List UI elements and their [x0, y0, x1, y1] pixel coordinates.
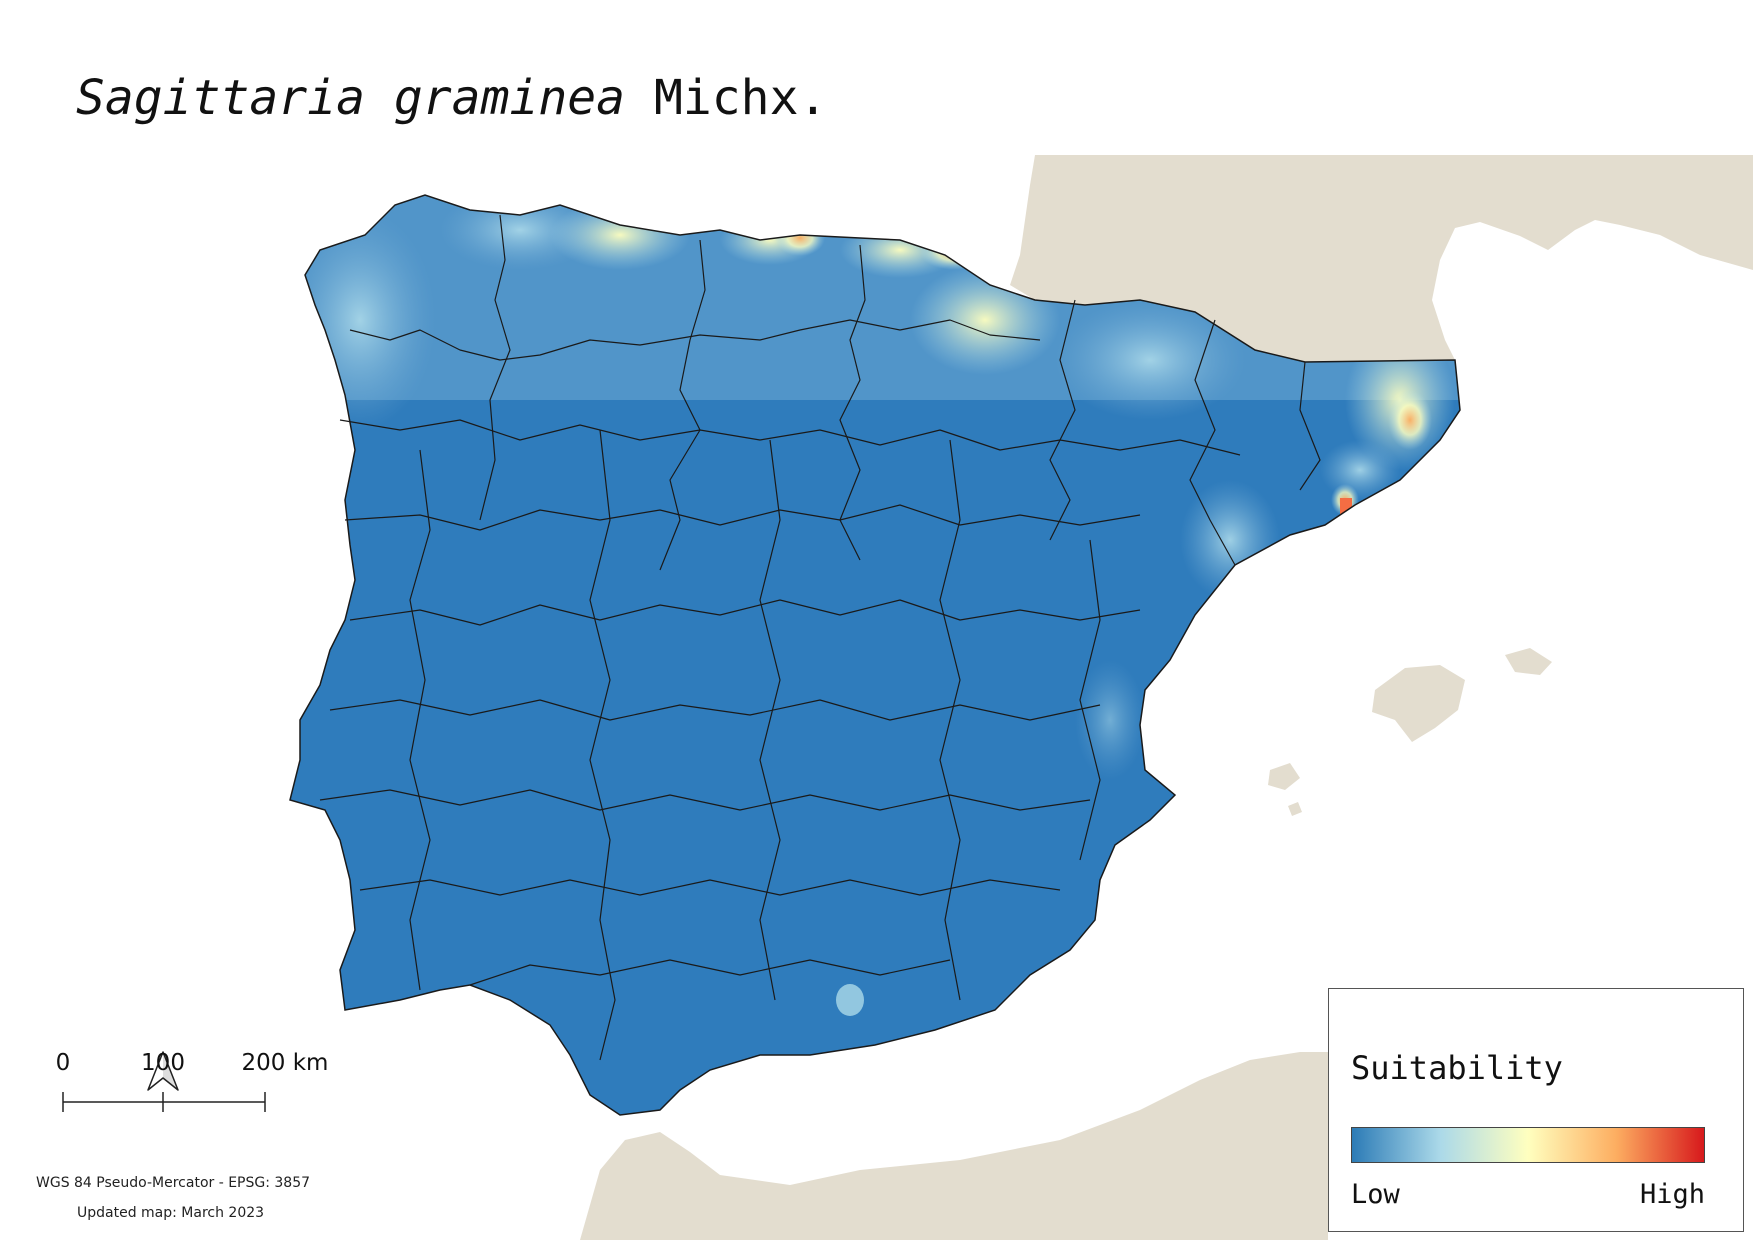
scale-bar: 0 100 200 km [50, 1050, 350, 1120]
legend: Suitability Low High [1328, 988, 1744, 1232]
north-africa-land [580, 1052, 1328, 1240]
formentera-land [1288, 802, 1302, 816]
north-arrow-icon [147, 1051, 179, 1091]
mallorca-land [1372, 665, 1465, 742]
scale-bar-line [62, 1092, 266, 1112]
crs-label: WGS 84 Pseudo-Mercator - EPSG: 3857 [36, 1175, 311, 1191]
scale-label-100: 100 [141, 1050, 185, 1076]
map-title: Sagittaria graminea Michx. [76, 70, 827, 126]
updated-date-label: Updated map: March 2023 [77, 1205, 265, 1221]
suitability-map [289, 155, 1753, 1240]
iberia-coastline [289, 194, 1461, 1116]
legend-color-ramp [1351, 1127, 1705, 1163]
species-name: Sagittaria graminea [76, 70, 626, 126]
france-land [1010, 155, 1753, 362]
legend-title: Suitability [1351, 1049, 1563, 1087]
legend-low-label: Low [1351, 1179, 1400, 1210]
scale-label-0: 0 [55, 1050, 71, 1076]
province-boundaries [319, 214, 1321, 1061]
ibiza-land [1268, 763, 1300, 790]
legend-high-label: High [1639, 1179, 1705, 1210]
scale-label-200: 200 km [241, 1050, 329, 1076]
menorca-land [1505, 648, 1552, 675]
species-authority: Michx. [653, 70, 828, 126]
